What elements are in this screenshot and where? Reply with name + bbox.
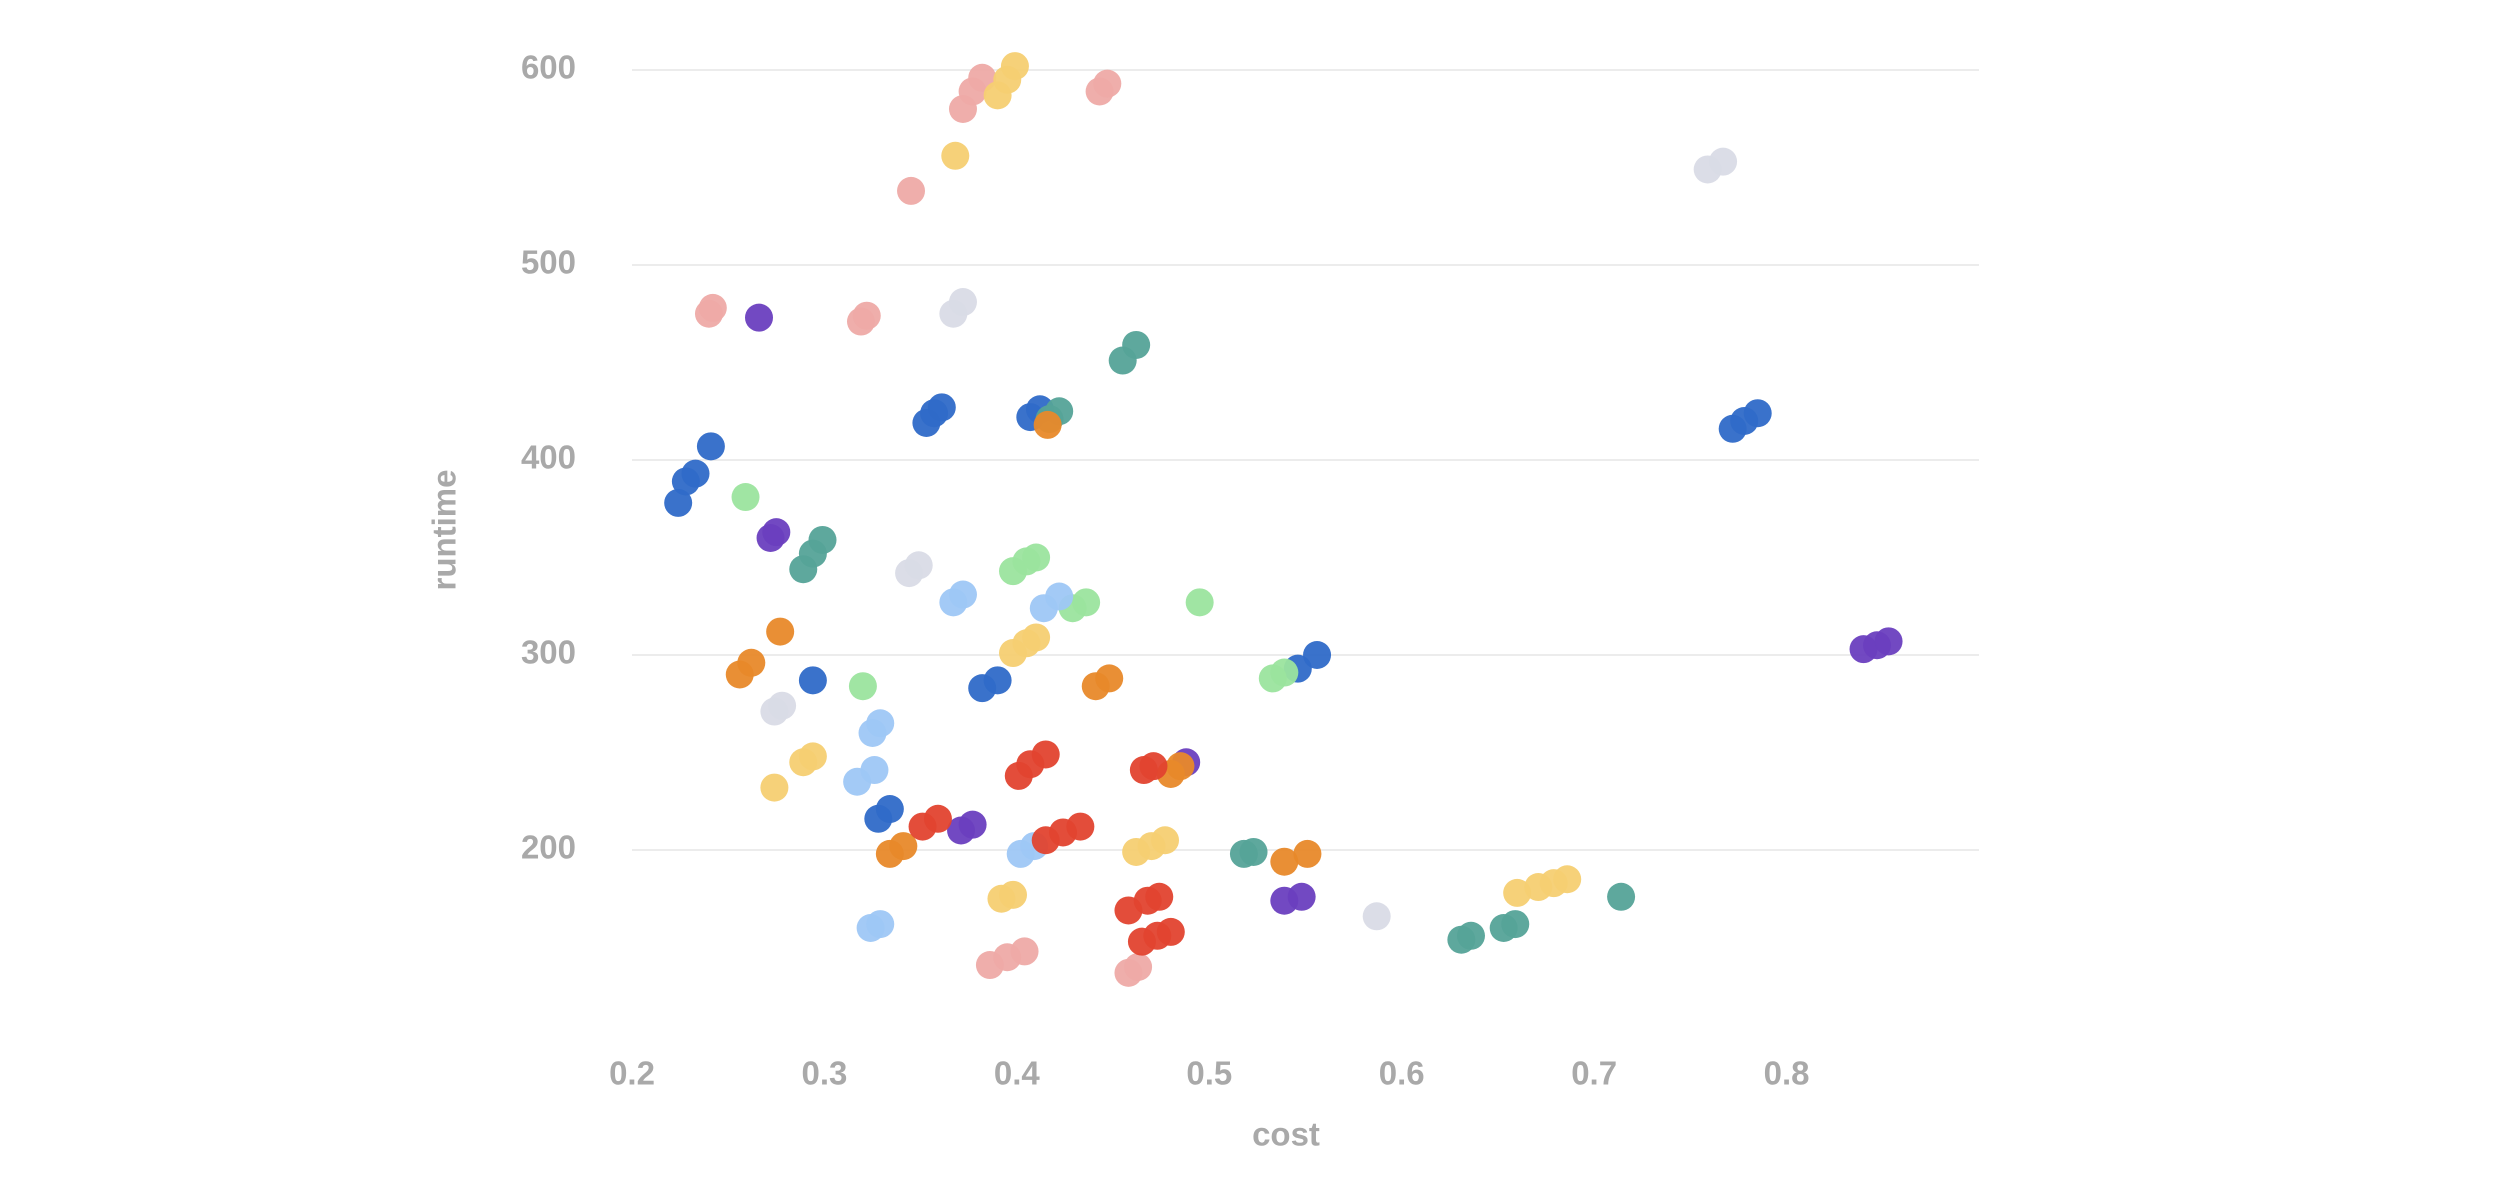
x-tick-label: 0.5 — [1186, 1055, 1232, 1092]
point — [1270, 658, 1299, 687]
y-tick-label: 400 — [521, 439, 576, 476]
y-tick-label: 300 — [521, 634, 576, 671]
point — [737, 648, 766, 677]
point — [860, 756, 889, 785]
point — [681, 459, 710, 488]
point — [798, 742, 827, 771]
point — [664, 488, 693, 517]
point — [1124, 953, 1153, 981]
point — [875, 795, 904, 824]
x-axis-label: cost — [1252, 1116, 1320, 1153]
x-tick-label: 0.2 — [609, 1055, 655, 1092]
point — [1303, 641, 1332, 669]
point — [904, 551, 933, 580]
point — [1066, 812, 1095, 841]
y-tick-label: 200 — [521, 829, 576, 866]
point — [1093, 69, 1122, 98]
point — [1166, 752, 1195, 781]
point — [1156, 917, 1185, 946]
point — [1185, 588, 1214, 617]
point — [1122, 330, 1151, 359]
point — [941, 141, 970, 170]
point — [1607, 882, 1636, 911]
point — [1874, 627, 1903, 656]
point — [948, 288, 977, 317]
grid — [632, 69, 1979, 851]
point — [983, 666, 1012, 695]
point — [1503, 878, 1532, 907]
x-tick-label: 0.6 — [1379, 1055, 1425, 1092]
points — [664, 52, 1903, 987]
point — [760, 773, 789, 802]
point — [889, 832, 918, 861]
y-axis-label: runtime — [426, 469, 463, 590]
point — [866, 910, 895, 939]
point — [1743, 399, 1772, 428]
point — [1045, 582, 1074, 611]
point — [1139, 752, 1168, 781]
point — [745, 303, 774, 332]
point — [1293, 839, 1322, 868]
axes: cost runtime 200 300 400 500 600 0.2 0.3 0.4 0.5… — [426, 49, 1810, 1153]
x-tick-label: 0.3 — [801, 1055, 847, 1092]
point — [1031, 740, 1060, 769]
point — [698, 293, 727, 322]
point — [948, 580, 977, 609]
point — [1022, 543, 1051, 572]
point — [798, 666, 827, 695]
point — [762, 518, 791, 547]
point — [999, 880, 1028, 909]
point — [1095, 664, 1124, 693]
point — [1270, 847, 1299, 876]
point — [1022, 623, 1051, 652]
point — [1239, 837, 1268, 866]
point — [1033, 410, 1062, 439]
x-tick-label: 0.8 — [1764, 1055, 1810, 1092]
point — [1151, 826, 1180, 855]
point — [1501, 910, 1530, 939]
point — [1287, 882, 1316, 911]
point — [1362, 902, 1391, 931]
point — [1145, 882, 1174, 911]
point — [866, 709, 895, 738]
point — [852, 301, 881, 330]
x-tick-label: 0.7 — [1571, 1055, 1617, 1092]
point — [768, 691, 797, 720]
y-tick-label: 500 — [521, 244, 576, 281]
point — [808, 525, 837, 554]
point — [766, 617, 795, 646]
point — [897, 176, 926, 205]
point — [848, 672, 877, 701]
point — [1000, 52, 1029, 81]
point — [1709, 147, 1738, 176]
point — [923, 804, 952, 833]
x-tick-label: 0.4 — [994, 1055, 1041, 1092]
point — [696, 432, 725, 461]
point — [1456, 921, 1485, 950]
point — [731, 483, 760, 512]
point — [1010, 937, 1039, 966]
point — [958, 810, 987, 839]
point — [1553, 865, 1582, 894]
point — [1072, 588, 1101, 617]
point — [927, 393, 956, 422]
y-tick-label: 600 — [521, 49, 576, 86]
